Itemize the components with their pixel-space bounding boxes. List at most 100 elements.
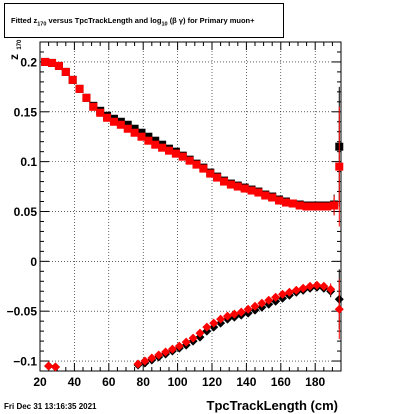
data-point-diamond — [188, 333, 198, 343]
data-point-square — [288, 199, 297, 208]
data-point-diamond — [271, 292, 281, 302]
data-point-diamond — [174, 341, 184, 351]
x-axis-label: TpcTrackLength (cm) — [207, 398, 338, 413]
data-point-square — [254, 188, 263, 197]
data-point-square — [68, 75, 77, 84]
title-middle: versus TpcTrackLength and log — [46, 16, 162, 25]
data-point-square — [151, 140, 160, 149]
data-point-diamond — [229, 309, 239, 319]
footer-datetime: Fri Dec 31 13:16:35 2021 — [4, 402, 97, 411]
data-point-diamond — [243, 304, 253, 314]
data-point-diamond — [236, 307, 246, 317]
y-axis-label-main: z — [7, 54, 21, 60]
title-sub-170: 170 — [37, 21, 47, 28]
data-point-diamond — [147, 353, 157, 363]
data-point-square — [295, 201, 304, 210]
x-tick-label: 40 — [68, 375, 82, 389]
data-point-diamond — [284, 287, 294, 297]
data-point-square — [144, 136, 153, 145]
series-4 — [44, 279, 344, 372]
data-point-square — [302, 202, 311, 211]
y-tick-label: 0.1 — [20, 155, 37, 169]
data-point-diamond — [44, 361, 54, 371]
data-point-square — [233, 182, 242, 191]
series-1 — [41, 57, 344, 215]
data-point-square — [178, 152, 187, 161]
data-point-diamond — [181, 337, 191, 347]
data-point-diamond — [216, 314, 226, 324]
data-point-square — [192, 160, 201, 169]
data-point-diamond — [154, 350, 164, 360]
data-point-square — [281, 198, 290, 207]
chart-title: Fitted z170 versus TpcTrackLength and lo… — [11, 16, 255, 28]
data-point-diamond — [291, 285, 301, 295]
data-point-square — [261, 191, 270, 200]
data-point-diamond — [298, 283, 308, 293]
data-point-diamond — [257, 298, 267, 308]
data-point-diamond — [250, 301, 260, 311]
y-tick-label: 0.05 — [14, 205, 38, 219]
data-point-diamond — [326, 284, 336, 294]
data-point-diamond — [264, 295, 274, 305]
x-tick-label: 100 — [168, 375, 188, 389]
y-tick-labels: 0.2 0.15 0.1 0.05 0 −0.05 −0.1 — [7, 55, 38, 368]
data-point-square — [335, 162, 344, 171]
data-point-square — [89, 102, 98, 111]
data-point-diamond — [209, 318, 219, 328]
data-point-square — [165, 146, 173, 155]
x-tick-label: 80 — [137, 375, 151, 389]
data-point-square — [213, 173, 222, 182]
y-axis-label: z 170 — [7, 39, 23, 60]
data-point-square — [309, 202, 318, 211]
data-point-square — [171, 149, 180, 158]
data-point-square — [199, 164, 208, 173]
data-point-diamond — [133, 359, 143, 369]
data-marks — [41, 57, 344, 372]
data-point-diamond — [334, 304, 344, 314]
title-sub-10: 10 — [161, 21, 168, 28]
data-point-square — [109, 117, 118, 126]
data-point-diamond — [195, 328, 205, 338]
svg-text:z 170: z 170 — [7, 39, 23, 60]
data-point-square — [116, 120, 125, 129]
y-tick-label: 0 — [30, 255, 37, 269]
data-point-diamond — [50, 362, 60, 372]
data-point-square — [54, 61, 63, 70]
y-tick-label: −0.05 — [7, 305, 38, 319]
data-point-square — [61, 67, 70, 76]
data-point-square — [220, 177, 229, 186]
data-point-square — [137, 132, 146, 141]
data-point-square — [240, 184, 249, 193]
title-suffix: (β γ) for Primary muon+ — [169, 16, 255, 25]
data-point-square — [330, 201, 339, 210]
grid-lines — [40, 42, 341, 371]
y-tick-label: 0.15 — [14, 105, 38, 119]
series-2 — [41, 57, 344, 227]
x-tick-label: 20 — [33, 375, 47, 389]
data-point-square — [206, 169, 215, 178]
x-tick-label: 140 — [236, 375, 256, 389]
data-point-square — [226, 180, 235, 189]
series-3 — [44, 269, 344, 372]
y-axis-label-sub: 170 — [17, 39, 23, 50]
data-point-diamond — [140, 356, 150, 366]
data-point-square — [48, 58, 57, 67]
data-point-diamond — [278, 289, 288, 299]
data-point-square — [123, 124, 132, 133]
data-point-square — [185, 156, 194, 165]
data-point-square — [316, 202, 325, 211]
data-point-diamond — [161, 347, 171, 357]
x-tick-labels: 20 40 60 80 100 120 140 160 180 — [33, 375, 325, 389]
data-point-square — [323, 202, 332, 211]
data-point-diamond — [319, 281, 329, 291]
data-point-square — [82, 93, 91, 102]
data-point-diamond — [167, 344, 177, 354]
data-point-square — [158, 143, 167, 152]
plot-frame — [39, 41, 342, 372]
data-point-square — [96, 108, 105, 117]
data-point-diamond — [222, 311, 232, 321]
data-point-square — [103, 113, 112, 122]
data-point-diamond — [305, 281, 315, 291]
x-tick-label: 120 — [202, 375, 222, 389]
